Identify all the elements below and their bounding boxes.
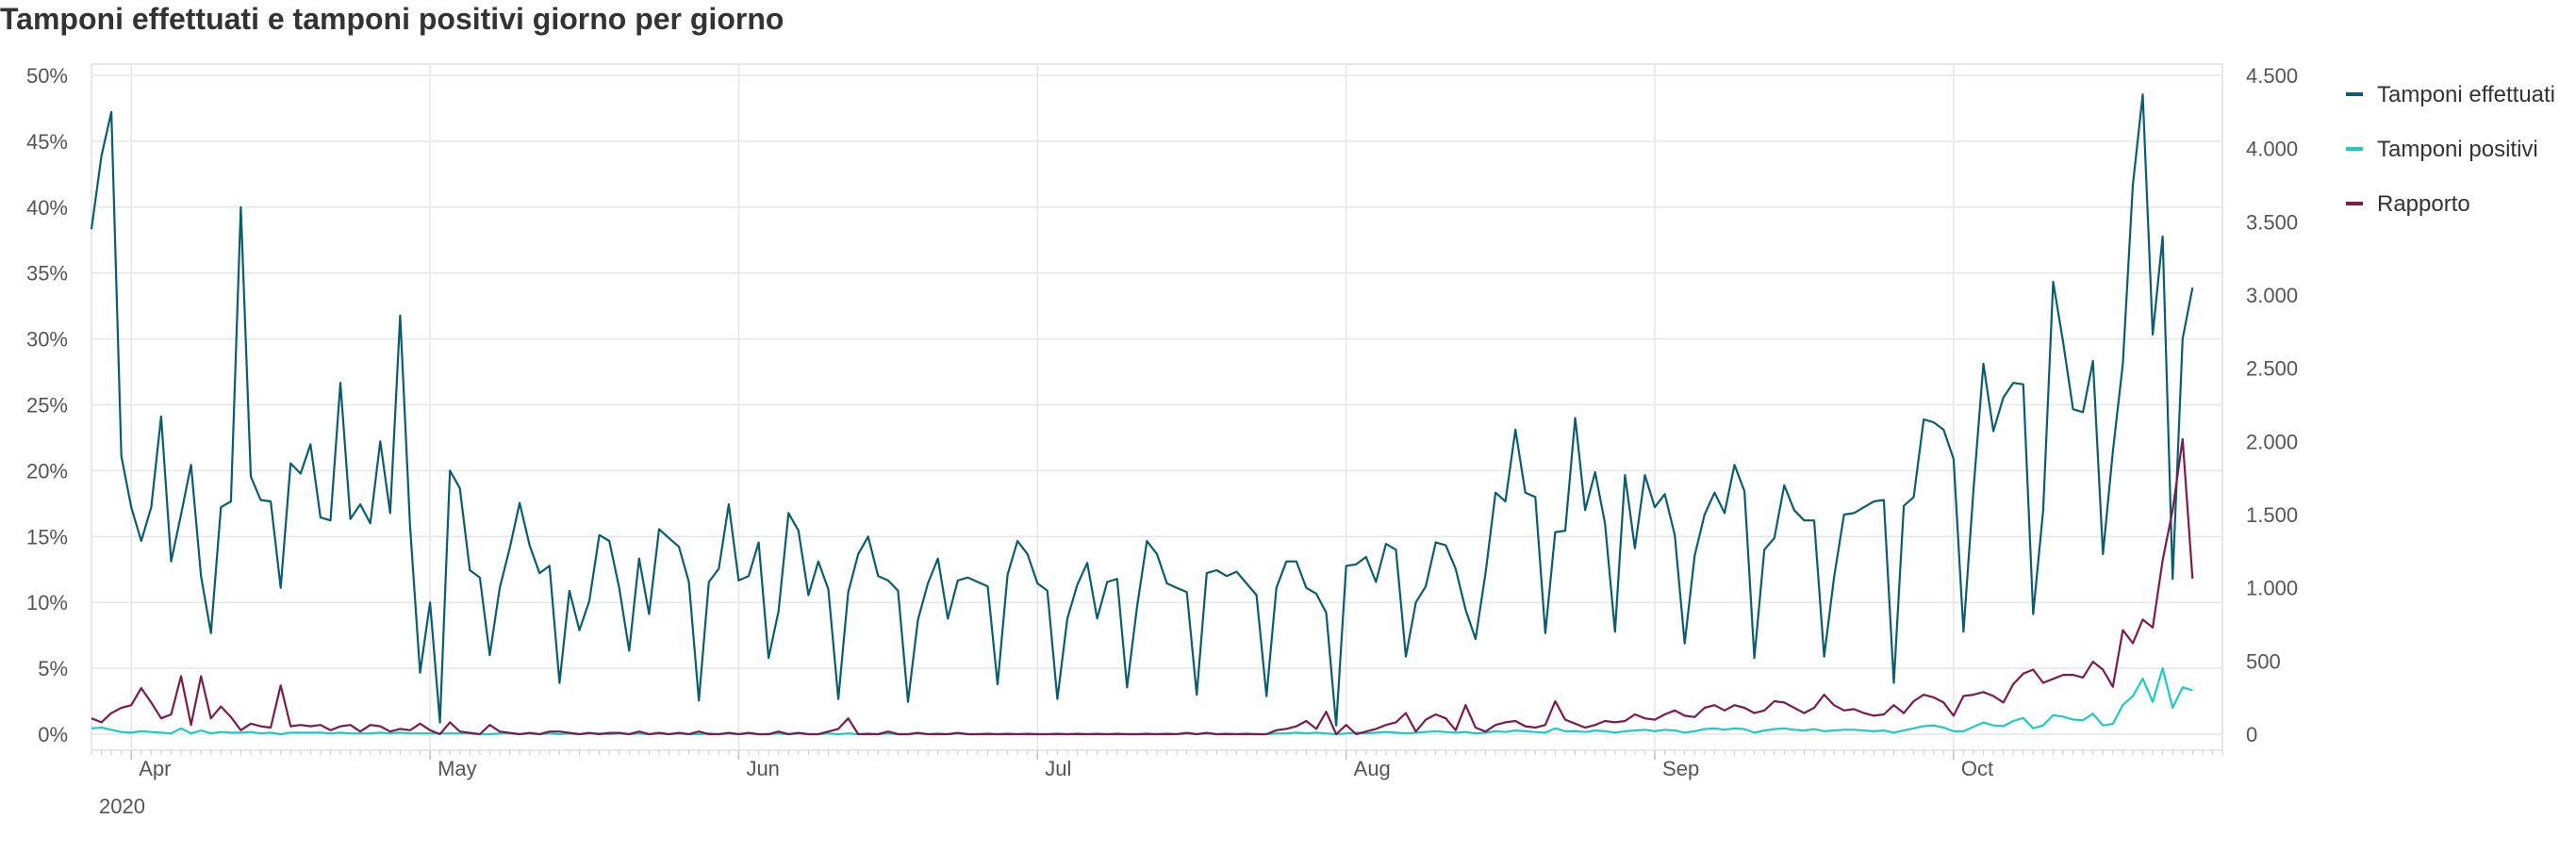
y-right-tick-label: 0 <box>2246 723 2257 746</box>
x-tick-label: Jun <box>746 757 779 780</box>
plot-frame <box>91 63 2223 751</box>
y-right-tick-label: 3.000 <box>2246 284 2298 307</box>
y-left-tick-label: 30% <box>26 328 68 352</box>
y-left-tick-label: 15% <box>26 525 68 549</box>
y-right-tick-label: 2.000 <box>2246 430 2298 453</box>
y-left-tick-label: 45% <box>26 130 68 154</box>
y-left-tick-label: 25% <box>26 394 68 418</box>
series-line-rapporto <box>91 437 2194 736</box>
y-left-tick-label: 40% <box>26 196 68 220</box>
y-left-tick-label: 5% <box>38 657 68 680</box>
series-lines <box>90 93 2194 736</box>
x-tick-label: Aug <box>1354 757 1391 780</box>
x-tick-label: Sep <box>1662 757 1699 780</box>
legend-label: Tamponi positivi <box>2377 137 2538 162</box>
y-right-tick-label: 1.500 <box>2246 503 2298 527</box>
y-axis-right: 0 500 1.000 1.500 2.000 2.500 3.000 3.500 4.000 4… <box>2246 64 2298 746</box>
y-right-tick-label: 3.500 <box>2246 210 2298 234</box>
y-left-tick-label: 10% <box>26 591 68 614</box>
legend: Tamponi effettuati Tamponi positivi Rappor… <box>2346 82 2555 217</box>
y-right-tick-label: 500 <box>2246 649 2281 673</box>
x-year-label: 2020 <box>99 795 145 818</box>
x-tick-label: Jul <box>1045 757 1071 780</box>
x-tick-label: May <box>438 757 477 780</box>
y-right-tick-label: 1.000 <box>2246 577 2298 600</box>
y-right-tick-label: 4.000 <box>2246 138 2298 161</box>
chart-title: Tamponi effettuati e tamponi positivi gi… <box>0 2 784 36</box>
x-tick-label: Apr <box>139 757 171 780</box>
legend-label: Tamponi effettuati <box>2377 82 2555 107</box>
y-axis-left: 0% 5% 10% 15% 20% 25% 30% 35% 40% 45% 50% <box>26 64 68 746</box>
x-tick-label: Oct <box>1961 757 1993 780</box>
series-line-tamponi-effettuati <box>90 93 2194 727</box>
x-axis: Apr May Jun Jul Aug Sep Oct 2020 <box>91 750 2223 818</box>
series-line-tamponi-positivi <box>91 666 2193 736</box>
y-left-tick-label: 0% <box>38 723 68 746</box>
legend-label: Rapporto <box>2377 191 2470 217</box>
grid-lines <box>91 64 2222 750</box>
y-left-tick-label: 20% <box>26 459 68 483</box>
y-left-tick-label: 35% <box>26 262 68 286</box>
y-right-tick-label: 2.500 <box>2246 357 2298 381</box>
y-left-tick-label: 50% <box>26 64 68 88</box>
y-right-tick-label: 4.500 <box>2246 64 2298 88</box>
